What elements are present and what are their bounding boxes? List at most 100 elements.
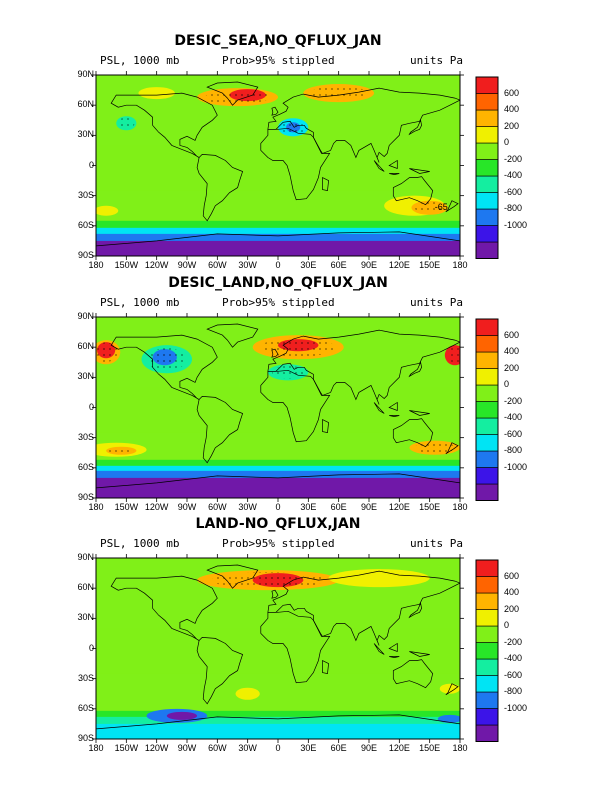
coastline bbox=[392, 176, 434, 206]
units-label: units Pa bbox=[410, 54, 463, 67]
lat-tick-label: 60N bbox=[77, 341, 94, 352]
stipple-region bbox=[98, 343, 114, 357]
coastline bbox=[322, 177, 329, 192]
stipple-region bbox=[118, 117, 135, 129]
stipple-region bbox=[233, 90, 263, 100]
colorbar-label: -200 bbox=[504, 395, 523, 406]
colorbar-swatch bbox=[475, 609, 499, 627]
coastline bbox=[389, 415, 400, 417]
coastline bbox=[409, 410, 430, 416]
colorbar-swatch bbox=[475, 592, 499, 610]
stipple-label: Prob>95% stippled bbox=[222, 537, 335, 550]
coastline bbox=[110, 575, 218, 641]
colorbar-label: -800 bbox=[504, 445, 523, 455]
lon-tick-label: 90E bbox=[360, 743, 377, 753]
lon-tick-label: 150W bbox=[114, 260, 139, 270]
coastline bbox=[206, 564, 259, 589]
colorbar-swatch bbox=[475, 642, 499, 660]
lat-tick-label: 90S bbox=[77, 250, 94, 260]
southern-anomaly-band bbox=[96, 723, 460, 739]
coastline bbox=[96, 473, 460, 498]
psl-anomaly-map bbox=[92, 313, 499, 502]
psl-anomaly-map bbox=[92, 71, 499, 260]
coastline bbox=[322, 660, 329, 675]
colorbar-label: -600 bbox=[504, 428, 523, 439]
map-panel-desic-land: DESIC_LAND,NO_QFLUX_JAN PSL, 1000 mb Pro… bbox=[0, 275, 612, 515]
coastline bbox=[445, 442, 459, 455]
coastline bbox=[110, 334, 218, 400]
colorbar-swatch bbox=[475, 724, 499, 742]
colorbar-label: -200 bbox=[504, 153, 523, 164]
lat-tick-label: 90N bbox=[77, 552, 94, 562]
lon-tick-label: 60W bbox=[208, 260, 227, 270]
colorbar-label: 400 bbox=[504, 104, 520, 114]
variable-label: PSL, 1000 mb bbox=[100, 537, 180, 550]
colorbar-swatch bbox=[475, 225, 499, 243]
coastline bbox=[408, 602, 422, 619]
lat-tick-label: 30N bbox=[77, 371, 94, 382]
colorbar-swatch bbox=[475, 417, 499, 435]
coastline bbox=[388, 642, 398, 653]
colorbar-swatch bbox=[475, 126, 499, 144]
anomaly-contour bbox=[166, 711, 198, 720]
coastline bbox=[196, 637, 244, 705]
lat-tick-label: 60S bbox=[77, 702, 94, 713]
contour-annotation: -65 bbox=[434, 201, 448, 212]
colorbar-label: 400 bbox=[504, 587, 520, 597]
coastline bbox=[196, 396, 244, 464]
lat-tick-label: 30N bbox=[77, 612, 94, 623]
map-field bbox=[96, 558, 460, 739]
anomaly-contour bbox=[328, 569, 430, 588]
anomaly-contour bbox=[138, 87, 175, 100]
colorbar-label: -1000 bbox=[504, 461, 528, 472]
colorbar-swatch bbox=[475, 318, 499, 336]
lon-tick-label: 120E bbox=[388, 260, 410, 270]
lon-tick-label: 120W bbox=[144, 502, 169, 512]
panel-title: DESIC_LAND,NO_QFLUX_JAN bbox=[168, 275, 388, 291]
colorbar-label: 0 bbox=[504, 379, 510, 389]
coastline bbox=[409, 651, 430, 657]
coastline bbox=[392, 659, 434, 689]
lat-tick-label: 90N bbox=[77, 311, 94, 321]
stipple-label: Prob>95% stippled bbox=[222, 296, 335, 309]
lon-tick-label: 180 bbox=[88, 502, 104, 512]
lat-tick-label: 30S bbox=[77, 672, 94, 683]
units-label: units Pa bbox=[410, 537, 463, 550]
colorbar-swatch bbox=[475, 658, 499, 676]
colorbar-swatch bbox=[475, 434, 499, 452]
lon-tick-label: 60E bbox=[330, 502, 347, 512]
coastline bbox=[392, 418, 434, 448]
lat-tick-label: 90S bbox=[77, 492, 94, 502]
stipple-label: Prob>95% stippled bbox=[222, 54, 335, 67]
colorbar-swatch bbox=[475, 351, 499, 369]
coastline bbox=[206, 323, 259, 348]
stipple-region bbox=[415, 202, 445, 214]
lat-tick-label: 60N bbox=[77, 99, 94, 110]
colorbar-label: 600 bbox=[504, 87, 520, 98]
coastline bbox=[96, 231, 460, 256]
colorbar-label: 200 bbox=[504, 120, 520, 131]
lat-tick-label: 60S bbox=[77, 461, 94, 472]
stipple-region bbox=[287, 123, 299, 132]
colorbar-swatch bbox=[475, 159, 499, 177]
lat-tick-label: 30N bbox=[77, 129, 94, 140]
lon-tick-label: 0 bbox=[275, 743, 281, 753]
colorbar-swatch bbox=[475, 708, 499, 726]
colorbar-frame bbox=[475, 76, 499, 259]
lat-tick-label: 60S bbox=[77, 219, 94, 230]
tropical-band bbox=[96, 145, 460, 191]
lon-tick-label: 30W bbox=[238, 260, 257, 270]
colorbar-swatch bbox=[475, 625, 499, 643]
lon-tick-label: 150E bbox=[419, 743, 441, 753]
coastline bbox=[267, 87, 460, 163]
lon-tick-label: 150E bbox=[419, 502, 441, 512]
coastline bbox=[389, 656, 400, 658]
lon-tick-label: 30E bbox=[300, 743, 317, 753]
lon-tick-label: 60W bbox=[208, 502, 227, 512]
coastline bbox=[388, 401, 398, 412]
lon-tick-label: 30E bbox=[300, 260, 317, 270]
coastline bbox=[445, 200, 459, 213]
colorbar-swatch bbox=[475, 467, 499, 485]
variable-label: PSL, 1000 mb bbox=[100, 54, 180, 67]
lon-tick-label: 120W bbox=[144, 743, 169, 753]
